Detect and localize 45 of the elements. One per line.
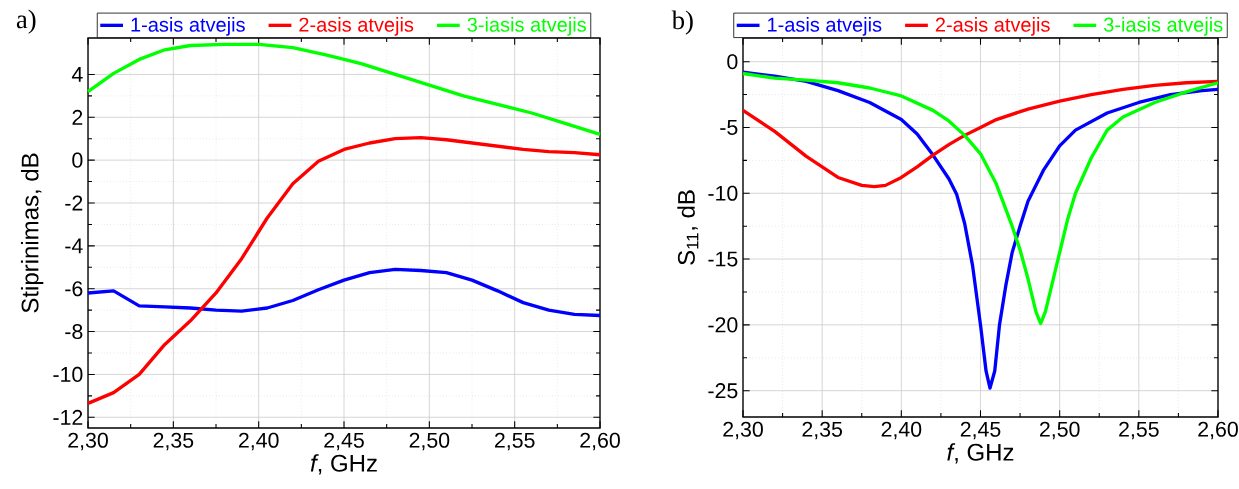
text: 2-asis atvejis xyxy=(935,17,1050,36)
y-tick-label: -2 xyxy=(65,195,83,211)
y-tick-label: 2 xyxy=(72,109,83,125)
y-axis-title: Stiprinimas, dB xyxy=(20,153,44,313)
line-series xyxy=(741,71,1220,326)
x-tick-label: 2,55 xyxy=(1119,421,1159,440)
text: 3-iasis atvejis xyxy=(467,17,586,36)
x-tick-label: 2,40 xyxy=(238,432,279,451)
y-tick-label: -6 xyxy=(65,281,83,297)
y-tick-label: -4 xyxy=(65,238,83,254)
x-tick-label: 2,45 xyxy=(960,421,1001,440)
y-tick-label: -20 xyxy=(708,317,738,333)
x-tick-label: 2,60 xyxy=(1198,421,1238,440)
x-tick-label: 2,50 xyxy=(1039,421,1080,440)
y-tick-label: 4 xyxy=(71,67,83,82)
text: 1-asis atvejis xyxy=(131,17,245,36)
x-tick-label: 2,45 xyxy=(324,432,364,451)
y-tick-label: -8 xyxy=(65,324,83,340)
y-tick-label: -15 xyxy=(708,251,738,267)
line-series xyxy=(741,79,1220,189)
text: a) xyxy=(16,9,36,34)
text: 3-iasis atvejis xyxy=(1103,17,1223,36)
x-tick-label: 2,35 xyxy=(802,421,843,440)
x-tick-label: 2,55 xyxy=(494,432,535,451)
x-tick-label: 2,35 xyxy=(153,432,194,451)
legend-label: 1-asis atvejis xyxy=(768,17,882,36)
x-tick-label: 2,40 xyxy=(881,421,922,440)
y-tick-label: 0 xyxy=(72,152,83,168)
y-tick-label: 0 xyxy=(727,54,738,70)
y-tick-label: -10 xyxy=(708,185,738,201)
text: 2-asis atvejis xyxy=(299,17,414,36)
y-tick-label: -5 xyxy=(720,120,738,135)
line-series xyxy=(86,267,602,318)
text: b) xyxy=(671,10,693,35)
y-tick-label: -10 xyxy=(53,366,83,382)
y-axis-title: S$_{11}$, dB xyxy=(677,190,699,265)
x-tick-label: 2,30 xyxy=(68,432,108,451)
line-series xyxy=(741,70,1220,390)
x-axis-title: f, GHz xyxy=(947,443,1014,464)
x-tick-label: 2,50 xyxy=(409,432,450,451)
x-tick-label: 2,60 xyxy=(580,432,620,451)
x-tick-label: 2,30 xyxy=(723,421,763,440)
x-axis-title: f, GHz xyxy=(310,454,377,475)
y-tick-label: -25 xyxy=(708,383,738,399)
y-tick-label: -12 xyxy=(53,409,83,425)
